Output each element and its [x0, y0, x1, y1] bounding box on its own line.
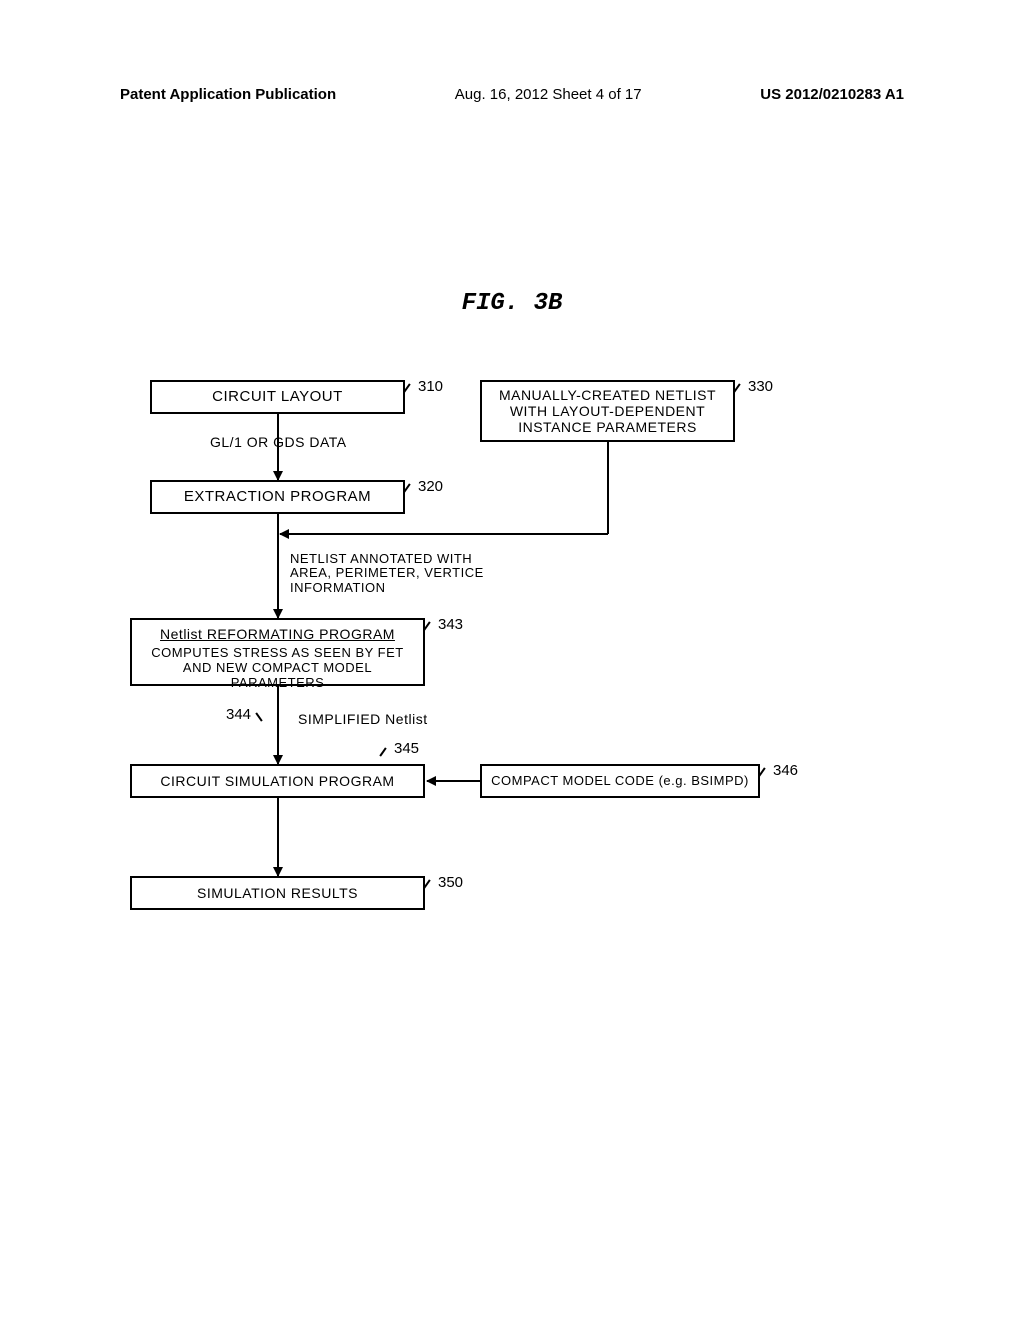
ref-344: 344: [226, 706, 251, 723]
box-text-line: INSTANCE PARAMETERS: [518, 419, 697, 435]
box-text: COMPACT MODEL CODE (e.g. BSIMPD): [491, 774, 749, 789]
ref-310: 310: [418, 378, 443, 395]
arrow: [277, 798, 279, 876]
box-reformat: Netlist REFORMATING PROGRAM COMPUTES STR…: [130, 618, 425, 686]
leader-tick: [379, 747, 386, 756]
ref-350: 350: [438, 874, 463, 891]
box-manual-netlist: MANUALLY-CREATED NETLIST WITH LAYOUT-DEP…: [480, 380, 735, 442]
ref-330: 330: [748, 378, 773, 395]
ref-346: 346: [773, 762, 798, 779]
arrow: [427, 780, 480, 782]
figure-title: FIG. 3B: [0, 290, 1024, 317]
box-text: SIMULATION RESULTS: [197, 885, 358, 901]
label-line: NETLIST ANNOTATED WITH: [290, 551, 472, 566]
box-text: CIRCUIT SIMULATION PROGRAM: [160, 773, 394, 789]
header-center: Aug. 16, 2012 Sheet 4 of 17: [455, 86, 642, 103]
box-compact-model: COMPACT MODEL CODE (e.g. BSIMPD): [480, 764, 760, 798]
ref-343: 343: [438, 616, 463, 633]
label-annotated: NETLIST ANNOTATED WITH AREA, PERIMETER, …: [290, 552, 484, 595]
header-right: US 2012/0210283 A1: [760, 86, 904, 103]
header-left: Patent Application Publication: [120, 86, 336, 103]
box-circuit-layout: CIRCUIT LAYOUT: [150, 380, 405, 414]
box-sim-program: CIRCUIT SIMULATION PROGRAM: [130, 764, 425, 798]
label-line: AREA, PERIMETER, VERTICE: [290, 565, 484, 580]
page-header: Patent Application Publication Aug. 16, …: [0, 86, 1024, 103]
ref-320: 320: [418, 478, 443, 495]
label-gl1: GL/1 OR GDS DATA: [210, 435, 347, 450]
box-text-line: WITH LAYOUT-DEPENDENT: [510, 403, 705, 419]
box-text: CIRCUIT LAYOUT: [212, 388, 343, 405]
label-simplified: SIMPLIFIED Netlist: [298, 712, 428, 727]
box-title: Netlist REFORMATING PROGRAM: [160, 626, 395, 642]
box-sim-results: SIMULATION RESULTS: [130, 876, 425, 910]
arrow: [277, 686, 279, 764]
arrow: [280, 533, 608, 535]
leader-tick: [255, 712, 262, 721]
box-extraction: EXTRACTION PROGRAM: [150, 480, 405, 514]
ref-345: 345: [394, 740, 419, 757]
box-text-line: MANUALLY-CREATED NETLIST: [499, 387, 716, 403]
arrow: [277, 514, 279, 618]
connector-line: [607, 442, 609, 534]
box-text: EXTRACTION PROGRAM: [184, 488, 371, 505]
label-line: INFORMATION: [290, 580, 386, 595]
box-text-line: COMPUTES STRESS AS SEEN BY FET: [151, 646, 403, 661]
flowchart: CIRCUIT LAYOUT 310 MANUALLY-CREATED NETL…: [140, 380, 900, 1000]
